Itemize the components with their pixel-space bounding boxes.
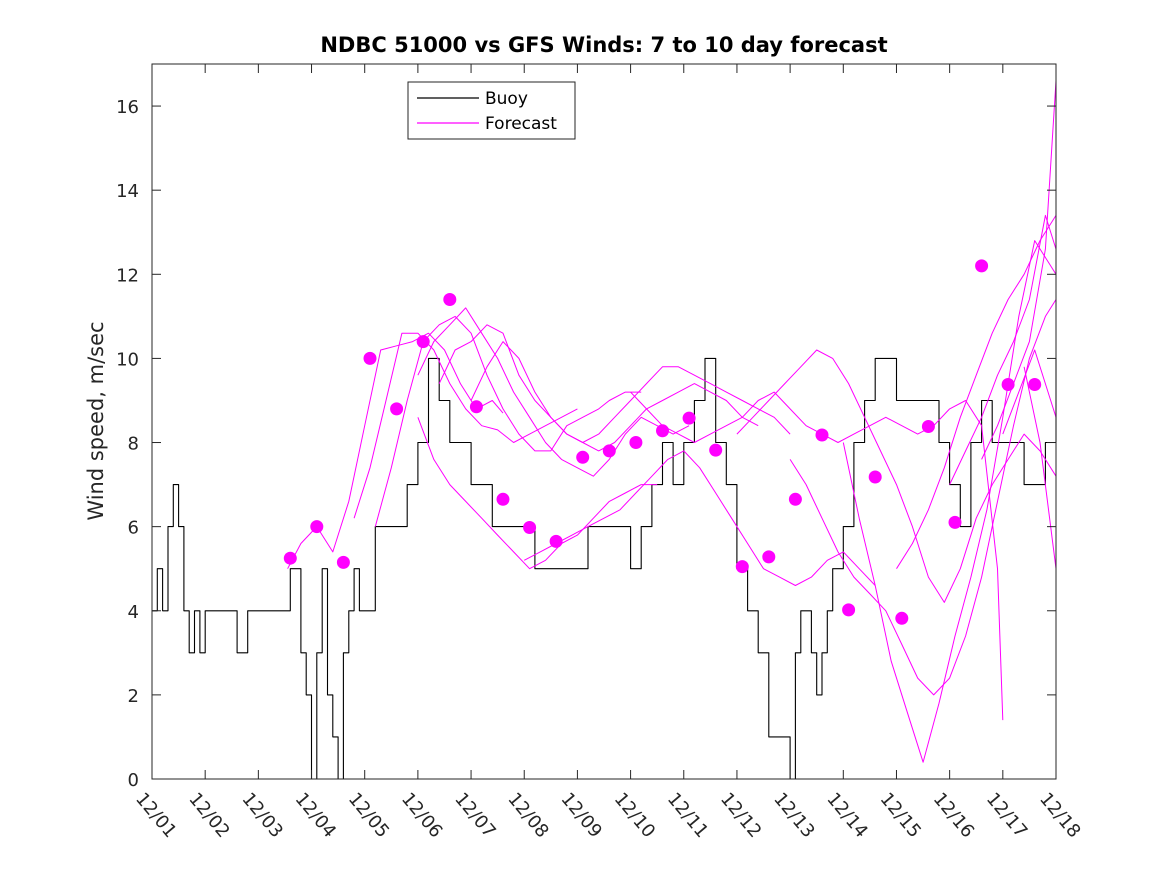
forecast-point: [390, 402, 404, 416]
forecast-point: [948, 515, 962, 529]
y-tick-label: 2: [128, 686, 139, 707]
forecast-point: [283, 551, 297, 565]
forecast-point: [735, 560, 749, 574]
forecast-point: [975, 259, 989, 273]
forecast-series-line-2: [353, 332, 578, 519]
forecast-series-line-11: [789, 299, 1057, 696]
forecast-point: [523, 521, 537, 534]
y-tick-label: 16: [116, 97, 139, 118]
forecast-point: [815, 428, 829, 442]
forecast-series-line-14: [949, 214, 1057, 485]
forecast-point: [762, 550, 776, 564]
legend-box: [407, 81, 576, 140]
forecast-point: [656, 424, 669, 438]
legend-entry-forecast: Forecast: [485, 114, 557, 134]
forecast-point: [496, 492, 510, 506]
forecast-series-line-15: [981, 80, 1057, 460]
forecast-point: [868, 470, 882, 484]
forecast-point: [576, 450, 590, 464]
y-tick-label: 6: [128, 518, 139, 539]
forecast-point: [1028, 378, 1042, 391]
y-tick-label: 4: [128, 602, 139, 623]
forecast-series-line-6: [470, 341, 791, 443]
y-tick-label: 14: [116, 181, 139, 202]
forecast-point: [416, 335, 430, 349]
forecast-point: [1001, 378, 1015, 391]
forecast-point: [921, 420, 935, 433]
axes-box: [151, 63, 1057, 780]
forecast-series-line-8: [523, 450, 876, 586]
forecast-point: [602, 444, 616, 458]
forecast-series-line-7: [417, 417, 658, 570]
forecast-point: [310, 520, 324, 534]
forecast-point: [895, 611, 909, 625]
chart-title: NDBC 51000 vs GFS Winds: 7 to 10 day for…: [320, 33, 887, 57]
forecast-series-line-12: [842, 240, 1057, 763]
y-axis-label: Wind speed, m/sec: [84, 321, 108, 520]
forecast-point: [842, 603, 856, 617]
forecast-point: [469, 400, 483, 414]
forecast-series-line-13: [896, 215, 1057, 569]
legend: Buoy Forecast: [407, 81, 576, 140]
forecast-point: [682, 411, 696, 425]
y-tick-label: 10: [116, 349, 139, 370]
y-tick-label: 12: [116, 265, 139, 286]
forecast-point: [336, 555, 350, 569]
plot-area: [152, 80, 1057, 780]
forecast-point: [549, 534, 563, 548]
forecast-series-line-5: [438, 324, 759, 452]
forecast-point: [709, 443, 723, 457]
forecast-point: [443, 293, 457, 306]
forecast-point: [363, 351, 377, 365]
y-tick-label: 0: [128, 770, 139, 791]
forecast-series-line-16: [1002, 349, 1057, 435]
forecast-point: [788, 492, 802, 506]
legend-entry-buoy: Buoy: [485, 89, 528, 109]
forecast-series-line-10: [736, 349, 1057, 603]
forecast-series-line-3: [374, 315, 642, 527]
forecast-point: [629, 436, 643, 449]
forecast-series-line-4: [417, 307, 690, 477]
y-tick-label: 8: [128, 434, 139, 455]
buoy-series-line: [152, 357, 1057, 780]
